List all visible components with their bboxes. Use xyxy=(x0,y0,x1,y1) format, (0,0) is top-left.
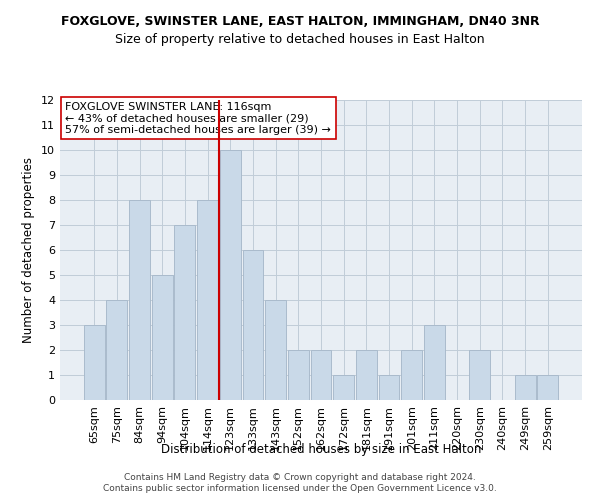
Bar xyxy=(356,350,377,400)
Bar xyxy=(515,375,536,400)
Bar xyxy=(311,350,331,400)
Bar xyxy=(197,200,218,400)
Bar xyxy=(333,375,354,400)
Bar xyxy=(424,325,445,400)
Bar xyxy=(152,275,173,400)
Bar xyxy=(129,200,150,400)
Text: Contains public sector information licensed under the Open Government Licence v3: Contains public sector information licen… xyxy=(103,484,497,493)
Bar xyxy=(469,350,490,400)
Bar xyxy=(106,300,127,400)
Text: Size of property relative to detached houses in East Halton: Size of property relative to detached ho… xyxy=(115,32,485,46)
Bar xyxy=(175,225,196,400)
Text: FOXGLOVE, SWINSTER LANE, EAST HALTON, IMMINGHAM, DN40 3NR: FOXGLOVE, SWINSTER LANE, EAST HALTON, IM… xyxy=(61,15,539,28)
Text: Distribution of detached houses by size in East Halton: Distribution of detached houses by size … xyxy=(161,442,481,456)
Y-axis label: Number of detached properties: Number of detached properties xyxy=(22,157,35,343)
Text: Contains HM Land Registry data © Crown copyright and database right 2024.: Contains HM Land Registry data © Crown c… xyxy=(124,472,476,482)
Bar xyxy=(538,375,558,400)
Bar xyxy=(84,325,104,400)
Bar xyxy=(220,150,241,400)
Text: FOXGLOVE SWINSTER LANE: 116sqm
← 43% of detached houses are smaller (29)
57% of : FOXGLOVE SWINSTER LANE: 116sqm ← 43% of … xyxy=(65,102,331,134)
Bar xyxy=(401,350,422,400)
Bar xyxy=(288,350,309,400)
Bar xyxy=(242,250,263,400)
Bar xyxy=(379,375,400,400)
Bar xyxy=(265,300,286,400)
